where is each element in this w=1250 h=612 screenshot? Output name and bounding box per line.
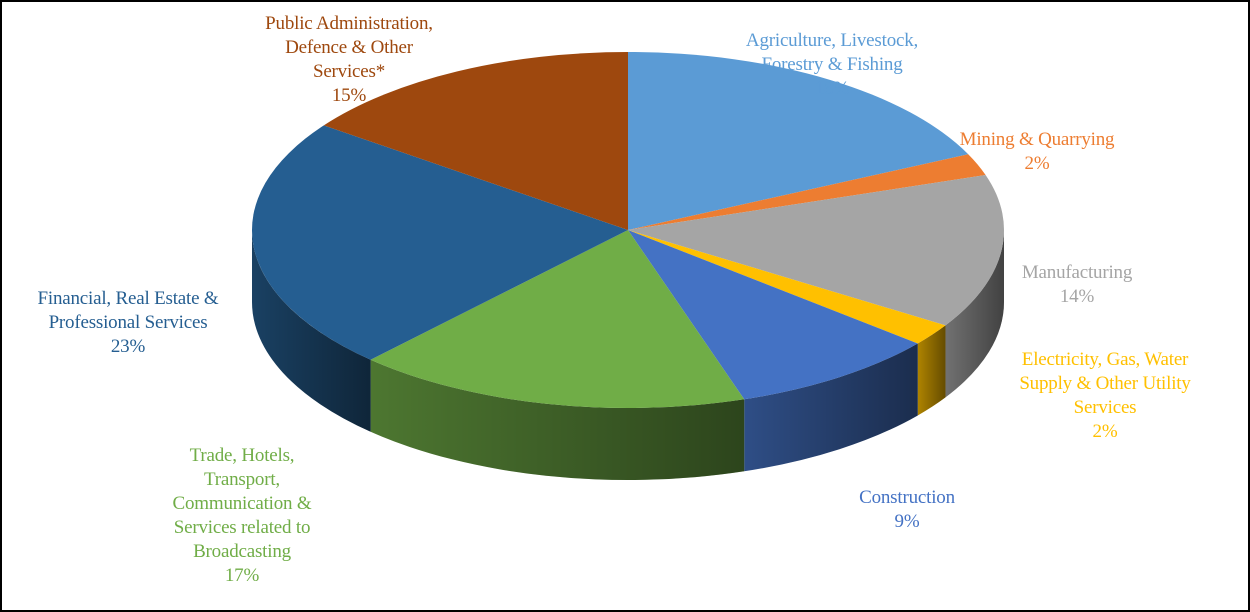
label-public-administration-line-1: Public Administration, xyxy=(265,13,433,34)
label-construction-percent: 9% xyxy=(894,511,920,532)
label-construction: Construction 9% xyxy=(822,486,992,534)
label-agriculture: Agriculture, Livestock, Forestry & Fishi… xyxy=(712,29,952,101)
slice-financial xyxy=(252,125,628,360)
slice-side-shade-financial xyxy=(252,230,371,432)
slice-electricity xyxy=(628,230,946,344)
label-financial-line-1: Financial, Real Estate & xyxy=(37,288,219,309)
label-electricity-line-1: Electricity, Gas, Water xyxy=(1021,349,1189,370)
label-agriculture-percent: 18% xyxy=(814,78,850,99)
slice-side-shade-construction xyxy=(744,343,918,472)
label-trade-line-3: Communication & xyxy=(172,493,312,514)
slice-manufacturing xyxy=(628,174,1004,326)
label-manufacturing-line-1: Manufacturing xyxy=(1021,262,1133,283)
label-mining-percent: 2% xyxy=(1024,153,1050,174)
label-financial-percent: 23% xyxy=(110,336,146,357)
pie-sides xyxy=(252,230,1004,480)
label-financial: Financial, Real Estate & Professional Se… xyxy=(8,287,248,359)
label-public-administration-percent: 15% xyxy=(331,85,367,106)
label-public-administration: Public Administration, Defence & Other S… xyxy=(234,12,464,108)
label-trade-line-4: Services related to xyxy=(173,517,311,538)
label-trade: Trade, Hotels, Transport, Communication … xyxy=(122,444,362,588)
slice-side-shade-electricity xyxy=(917,325,946,416)
label-trade-percent: 17% xyxy=(224,565,260,586)
slice-side-shade-trade xyxy=(370,359,745,480)
label-electricity: Electricity, Gas, Water Supply & Other U… xyxy=(990,348,1220,444)
slice-mining xyxy=(628,154,986,230)
label-trade-line-5: Broadcasting xyxy=(193,541,291,562)
label-mining-line-1: Mining & Quarrying xyxy=(959,129,1115,150)
label-financial-line-2: Professional Services xyxy=(48,312,208,333)
label-agriculture-line-1: Agriculture, Livestock, xyxy=(745,30,919,51)
slice-construction xyxy=(628,230,918,400)
label-trade-line-1: Trade, Hotels, xyxy=(189,445,295,466)
slice-public_admin xyxy=(323,51,628,230)
label-agriculture-line-2: Forestry & Fishing xyxy=(761,54,903,75)
slice-side-shade-manufacturing xyxy=(945,230,1004,398)
label-mining: Mining & Quarrying 2% xyxy=(932,128,1142,176)
label-public-administration-line-2: Defence & Other xyxy=(285,37,413,58)
pie-tops xyxy=(252,51,1004,408)
label-construction-line-1: Construction xyxy=(859,487,955,508)
label-manufacturing-percent: 14% xyxy=(1059,286,1095,307)
label-electricity-line-3: Services xyxy=(1073,397,1137,418)
label-manufacturing: Manufacturing 14% xyxy=(992,261,1162,309)
label-public-administration-line-3: Services* xyxy=(312,61,386,82)
label-electricity-line-2: Supply & Other Utility xyxy=(1019,373,1191,394)
slice-trade xyxy=(370,230,745,408)
label-electricity-percent: 2% xyxy=(1092,421,1118,442)
label-trade-line-2: Transport, xyxy=(204,469,280,490)
slice-agriculture xyxy=(628,52,969,230)
